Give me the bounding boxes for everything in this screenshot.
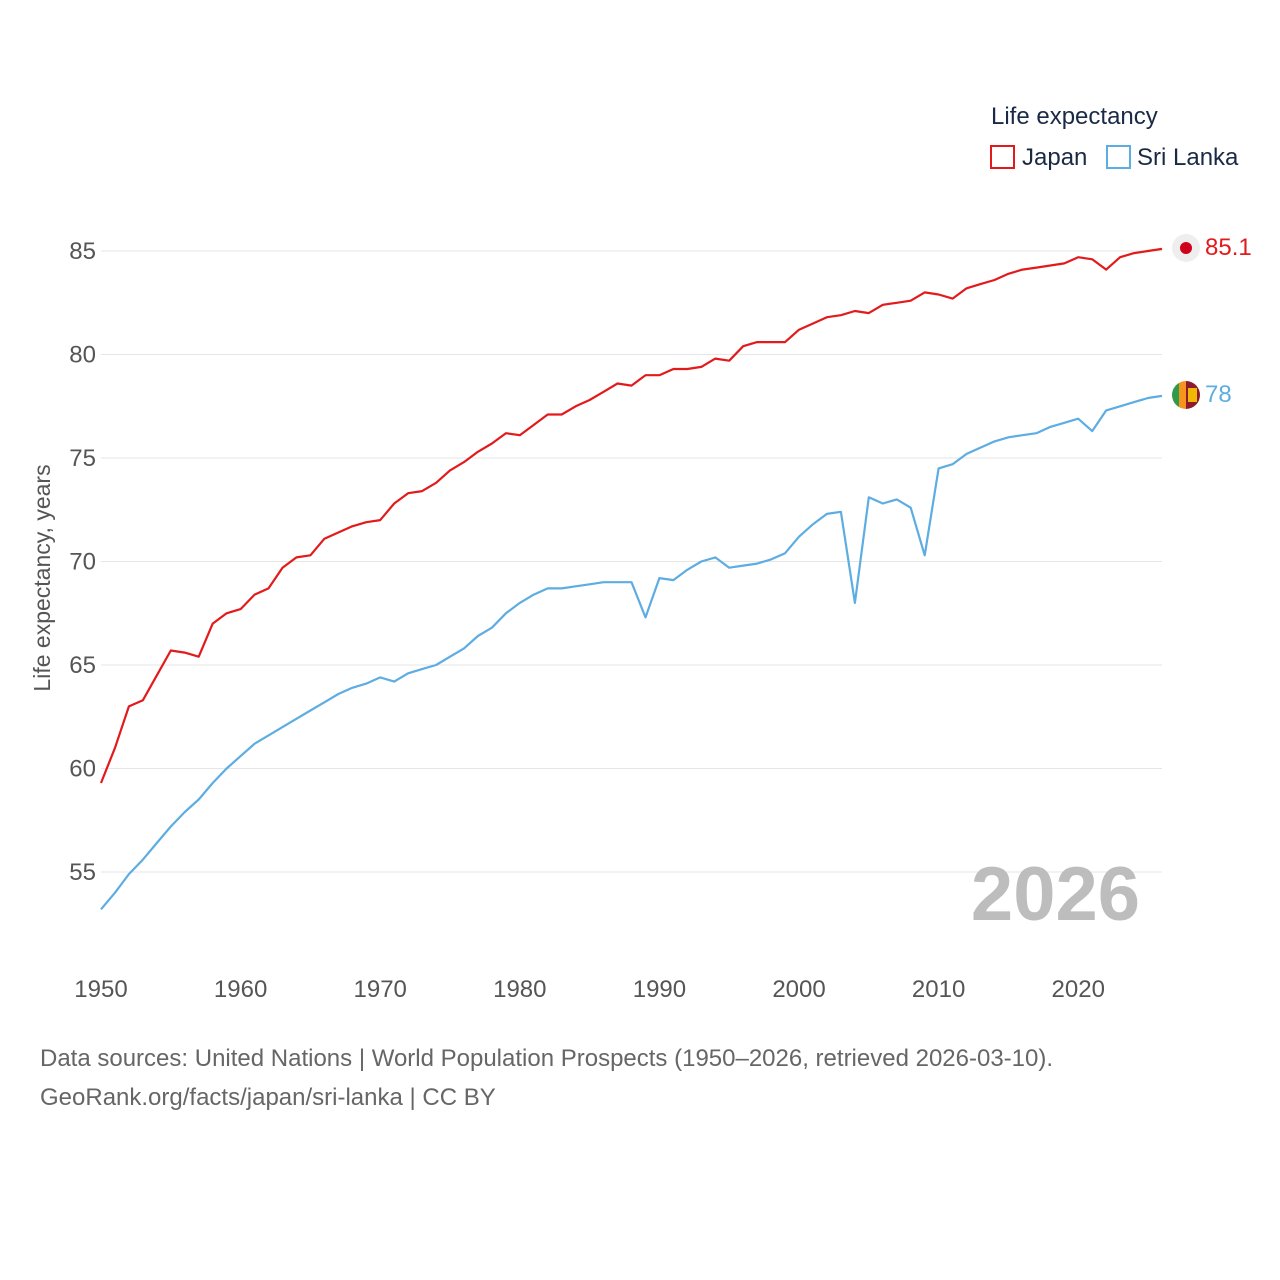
series-line-japan — [99, 247, 1163, 784]
legend-swatch-sri-lanka — [1106, 145, 1131, 169]
y-tick-label: 85 — [69, 238, 96, 265]
x-tick-label: 2020 — [1052, 976, 1105, 1003]
y-axis-label: Life expectancy, years — [29, 464, 55, 691]
footer-credit: GeoRank.org/facts/japan/sri-lanka | CC B… — [40, 1084, 496, 1111]
end-label-japan: 85.1 — [1205, 234, 1252, 261]
sri-lanka-flag-icon — [1172, 381, 1200, 409]
end-label-sri-lanka: 78 — [1205, 381, 1232, 408]
legend-label-sri-lanka: Sri Lanka — [1137, 144, 1239, 171]
legend-swatch-japan — [990, 145, 1015, 169]
x-tick-label: 1960 — [214, 976, 267, 1003]
gridlines — [101, 250, 1162, 873]
x-tick-label: 1990 — [633, 976, 686, 1003]
legend-title: Life expectancy — [991, 103, 1158, 130]
y-tick-label: 60 — [69, 756, 96, 783]
footer-sources: Data sources: United Nations | World Pop… — [40, 1045, 1054, 1072]
y-tick-label: 55 — [69, 859, 96, 886]
series-lines — [99, 247, 1163, 911]
x-tick-label: 1980 — [493, 976, 546, 1003]
y-tick-label: 80 — [69, 342, 96, 369]
year-watermark: 2026 — [971, 852, 1140, 937]
x-tick-label: 2010 — [912, 976, 965, 1003]
y-tick-label: 65 — [69, 652, 96, 679]
legend-label-japan: Japan — [1022, 144, 1087, 171]
y-axis-ticks: 55 60 65 70 75 80 85 — [69, 238, 96, 886]
x-tick-label: 1970 — [354, 976, 407, 1003]
japan-flag-icon — [1172, 234, 1200, 262]
x-tick-label: 2000 — [772, 976, 825, 1003]
y-tick-label: 70 — [69, 549, 96, 576]
x-axis-ticks: 1950 1960 1970 1980 1990 2000 2010 2020 — [74, 976, 1105, 1003]
x-tick-label: 1950 — [74, 976, 127, 1003]
series-line-sri-lanka — [100, 394, 1163, 911]
y-tick-label: 75 — [69, 445, 96, 472]
legend: Life expectancy Japan Sri Lanka — [990, 103, 1239, 171]
